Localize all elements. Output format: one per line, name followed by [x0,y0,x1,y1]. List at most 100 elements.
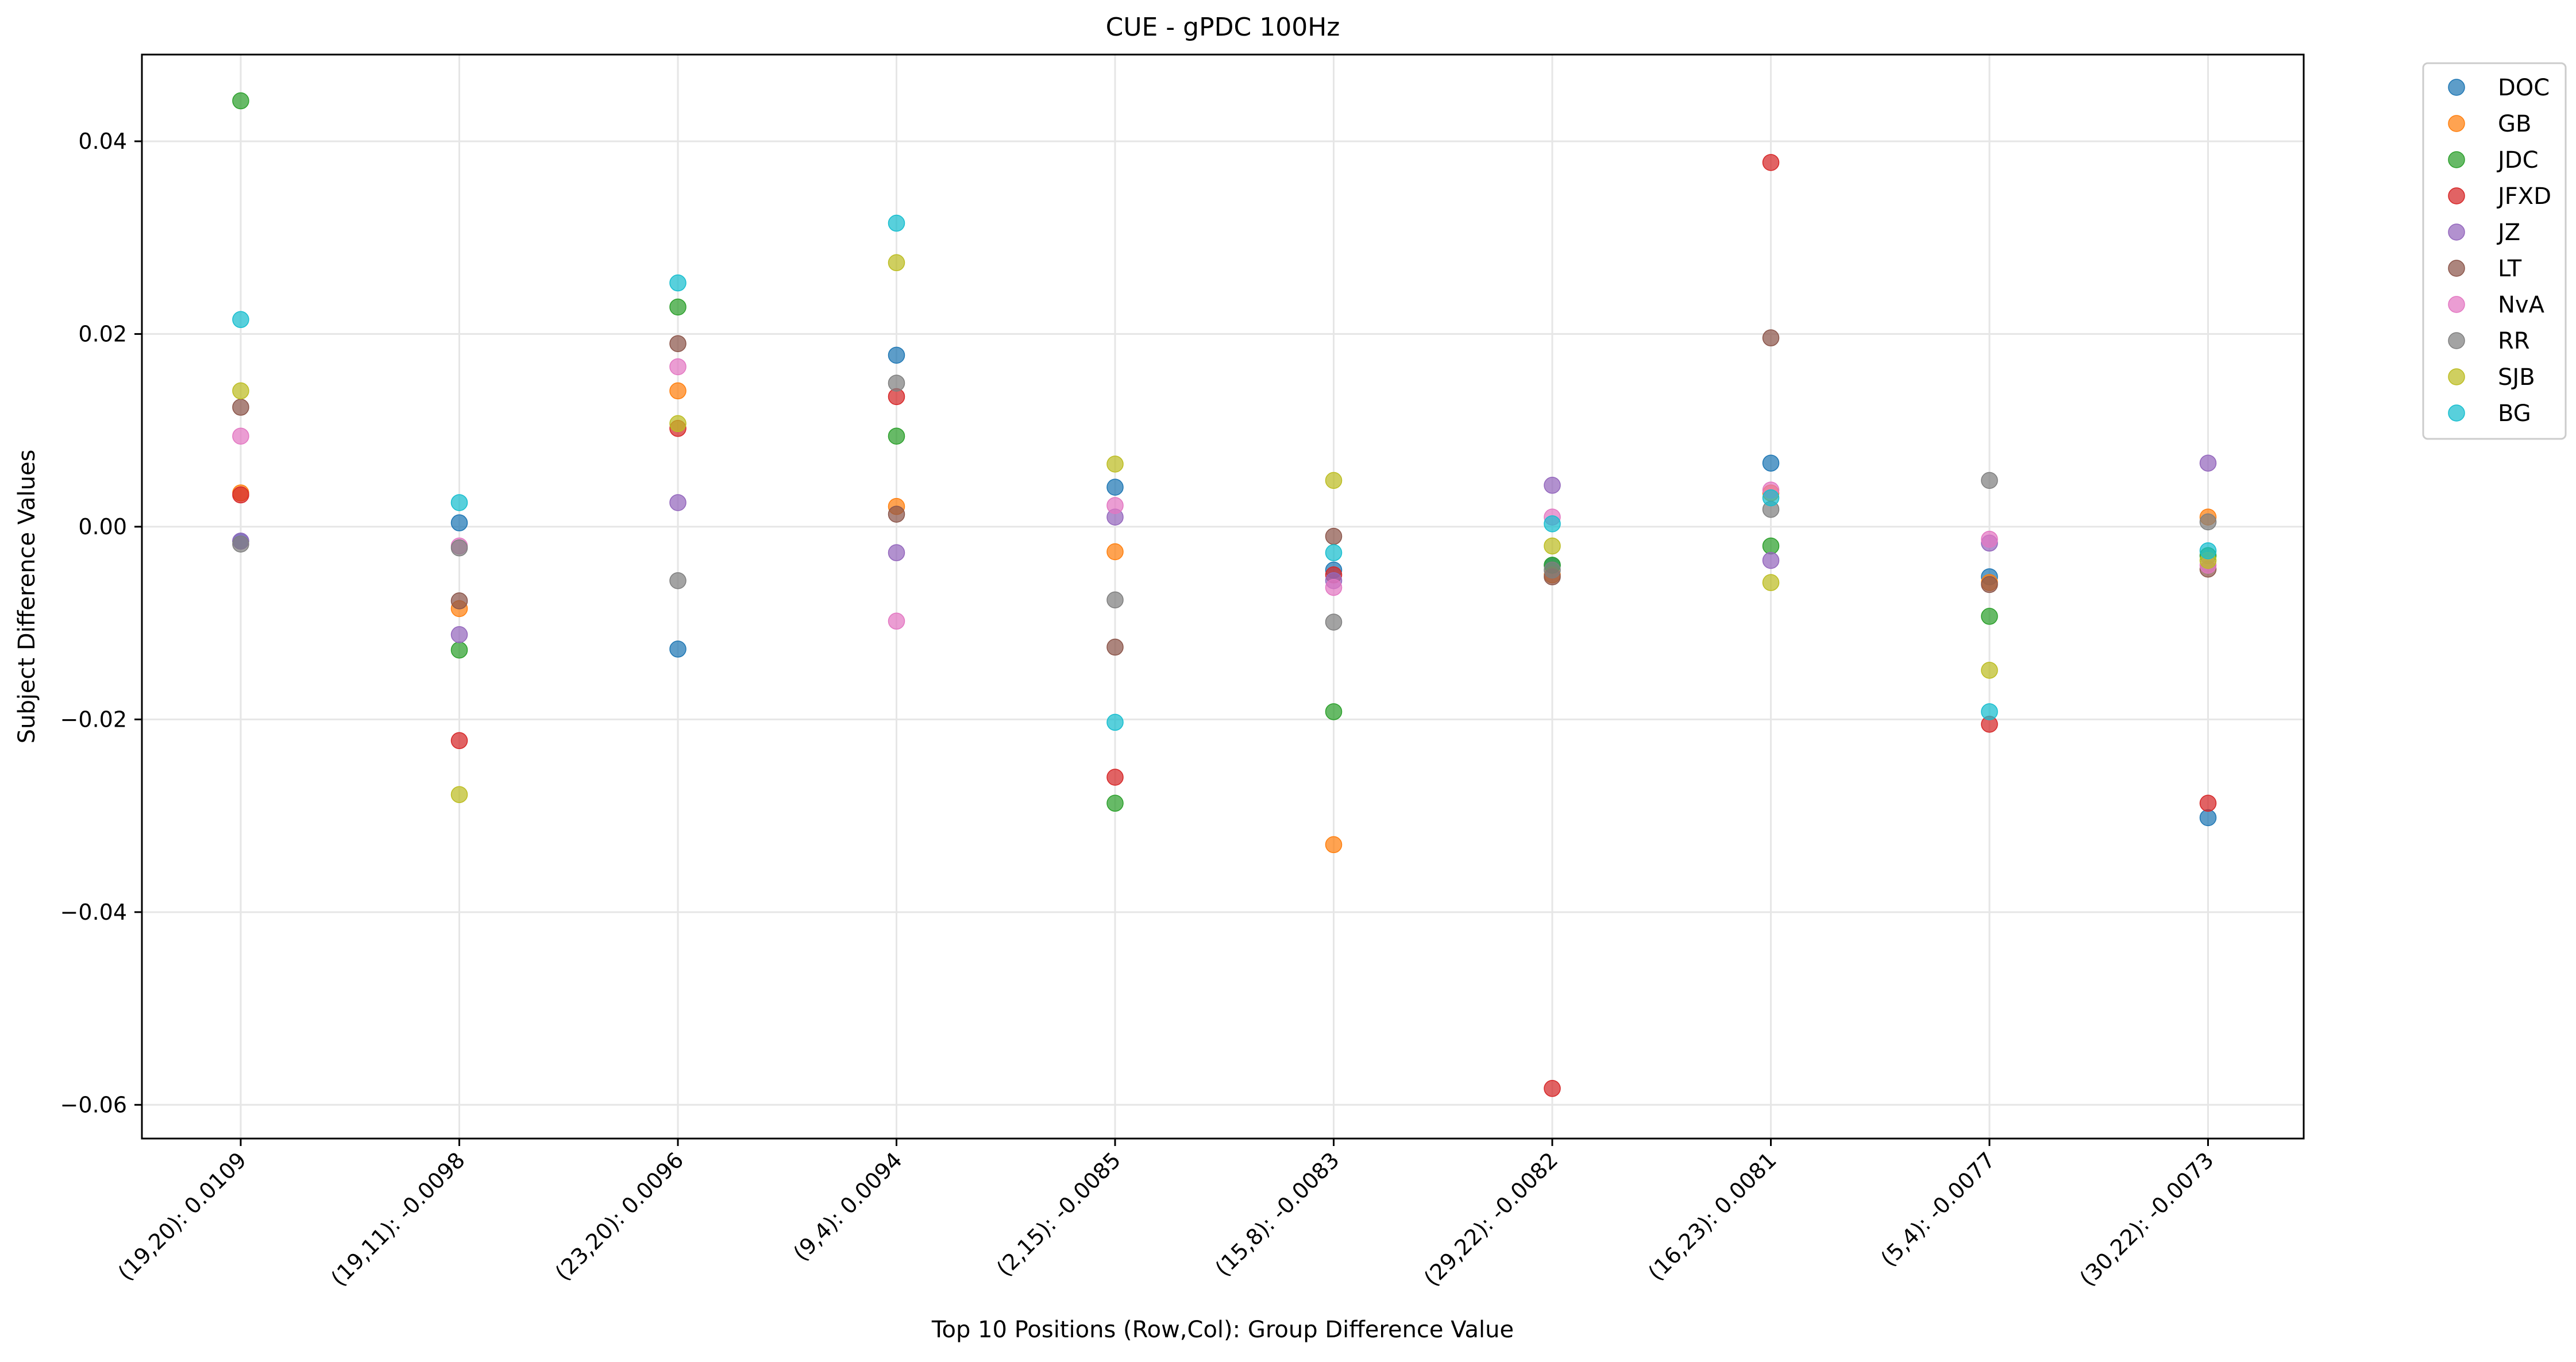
point-lt [888,506,905,523]
point-sjb [669,415,687,433]
point-gb [1106,543,1124,561]
point-lt [669,335,687,352]
point-sjb [1544,537,1561,555]
point-jz [669,494,687,511]
point-nva [232,427,249,445]
legend-marker-doc [2448,79,2465,96]
legend: DOC GB JDC JFXD JZ LT NvA RR SJB BG [2422,62,2567,440]
legend-label-jfxd: JFXD [2496,183,2551,210]
legend-label-rr: RR [2498,328,2530,354]
point-gb [669,382,687,400]
point-bg [1762,489,1780,507]
point-bg [1544,515,1561,533]
point-bg [1325,544,1343,561]
grid-layer [142,55,2304,1139]
point-jdc [232,92,249,110]
point-bg [1981,703,1998,720]
point-nva [669,358,687,376]
point-bg [888,214,905,232]
point-bg [1106,713,1124,731]
point-jz [1544,477,1561,494]
legend-marker-jz [2448,223,2465,241]
point-jfxd [450,732,468,750]
point-doc [450,514,468,531]
point-sjb [888,254,905,272]
point-jdc [669,298,687,316]
point-rr [450,539,468,557]
point-jz [888,544,905,561]
point-jfxd [1106,769,1124,786]
point-sjb [1762,574,1780,591]
point-jfxd [2199,794,2217,812]
point-jz [1762,551,1780,569]
point-rr [1325,614,1343,631]
point-bg [450,494,468,511]
point-jdc [1762,537,1780,555]
point-sjb [232,382,249,400]
point-jdc [888,427,905,445]
point-doc [1762,454,1780,472]
point-nva [1106,497,1124,514]
legend-marker-gb [2448,115,2465,132]
legend-marker-nva [2448,296,2465,313]
point-rr [1981,472,1998,489]
point-jfxd [232,486,249,504]
legend-box [2422,62,2567,440]
x-axis-label: Top 10 Positions (Row,Col): Group Differ… [931,1317,1514,1343]
legend-marker-lt [2448,260,2465,277]
y-tick-label: −0.04 [60,900,127,925]
point-rr [669,572,687,589]
point-jdc [450,641,468,659]
legend-marker-bg [2448,404,2465,422]
point-jz [2199,454,2217,472]
point-rr [1106,591,1124,609]
point-rr [232,535,249,553]
point-sjb [1981,662,1998,679]
point-doc [1106,479,1124,496]
point-rr [1544,561,1561,579]
point-jz [450,626,468,643]
point-lt [1762,329,1780,346]
point-jfxd [1544,1080,1561,1097]
y-tick-label: 0.00 [78,514,127,539]
y-tick-label: 0.04 [78,129,127,154]
point-lt [1325,527,1343,545]
legend-label-doc: DOC [2498,75,2550,101]
legend-label-sjb: SJB [2498,364,2535,391]
point-jdc [1325,703,1343,720]
point-rr [2199,513,2217,531]
point-sjb [1106,456,1124,473]
point-jdc [1106,794,1124,812]
point-gb [1325,836,1343,854]
point-doc [669,641,687,658]
point-lt [232,399,249,416]
points-layer [232,92,2217,1097]
legend-marker-jdc [2448,151,2465,168]
point-lt [1981,576,1998,593]
point-doc [2199,809,2217,827]
point-bg [232,311,249,329]
legend-label-jz: JZ [2496,219,2520,246]
y-tick-label: −0.06 [60,1092,127,1117]
legend-marker-rr [2448,332,2465,349]
point-nva [888,612,905,630]
point-jfxd [1762,154,1780,171]
legend-marker-sjb [2448,368,2465,385]
point-sjb [450,786,468,803]
point-bg [2199,542,2217,560]
y-tick-label: −0.02 [60,707,127,732]
y-tick-label: 0.02 [78,321,127,346]
legend-label-lt: LT [2498,256,2522,282]
point-nva [1981,530,1998,548]
y-axis-label: Subject Difference Values [14,450,40,744]
point-lt [1106,638,1124,656]
point-doc [888,346,905,364]
point-jdc [1981,608,1998,625]
point-nva [1325,578,1343,596]
legend-label-nva: NvA [2498,292,2545,318]
legend-label-jdc: JDC [2496,147,2539,173]
point-rr [888,375,905,392]
